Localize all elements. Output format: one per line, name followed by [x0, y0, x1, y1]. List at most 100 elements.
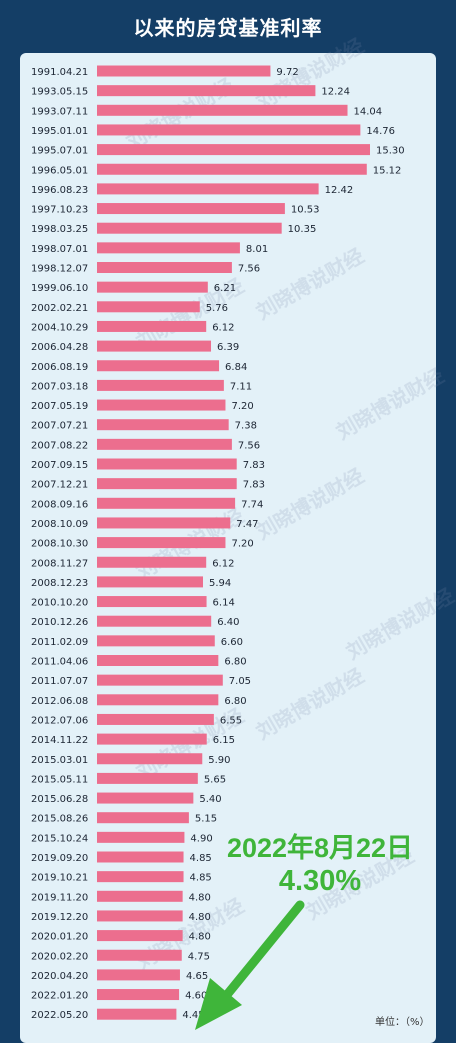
value-label: 7.20 — [231, 539, 253, 550]
category-label: 1993.05.15 — [31, 87, 88, 98]
category-label: 1996.05.01 — [31, 165, 88, 176]
value-label: 5.94 — [209, 578, 231, 589]
bar — [97, 655, 219, 666]
category-label: 2019.09.20 — [31, 853, 88, 864]
bar — [97, 910, 183, 922]
value-label: 6.15 — [213, 735, 235, 746]
bar — [97, 438, 232, 450]
arrow-shaft — [221, 900, 305, 1001]
value-label: 6.14 — [213, 598, 235, 609]
bar — [97, 419, 229, 431]
bar — [97, 497, 236, 509]
category-label: 1995.01.01 — [31, 126, 88, 137]
bar — [97, 930, 183, 942]
value-label: 5.65 — [204, 774, 226, 785]
value-label: 6.60 — [221, 637, 243, 648]
category-label: 1998.03.25 — [31, 224, 88, 235]
bar — [97, 242, 240, 254]
category-label: 2007.03.18 — [31, 381, 88, 392]
category-label: 2002.02.21 — [31, 303, 88, 314]
bar — [97, 674, 223, 686]
value-label: 6.39 — [217, 342, 239, 353]
bar — [97, 222, 282, 234]
value-label: 6.40 — [217, 617, 239, 628]
bar — [97, 360, 220, 372]
page-title: 以来的房贷基准利率 — [133, 16, 323, 40]
bar — [97, 458, 237, 470]
category-label: 2008.11.27 — [31, 558, 88, 569]
chart-panel — [20, 53, 436, 1043]
value-label: 6.12 — [212, 558, 234, 569]
value-label: 6.84 — [225, 362, 247, 373]
category-label: 2022.05.20 — [31, 1010, 88, 1021]
bar — [97, 399, 226, 411]
value-label: 15.12 — [373, 165, 402, 176]
value-label: 6.21 — [214, 283, 236, 294]
value-label: 7.11 — [230, 381, 252, 392]
category-label: 2015.10.24 — [31, 833, 88, 844]
bar — [97, 772, 198, 784]
category-label: 1999.06.10 — [31, 283, 88, 294]
value-label: 6.80 — [224, 657, 246, 668]
category-label: 2015.08.26 — [31, 814, 88, 825]
value-label: 7.20 — [231, 401, 253, 412]
category-label: 2019.10.21 — [31, 873, 88, 884]
category-label: 2006.08.19 — [31, 362, 88, 373]
category-label: 2012.07.06 — [31, 715, 88, 726]
category-label: 2007.12.21 — [31, 480, 88, 491]
value-label: 7.83 — [243, 460, 265, 471]
bar — [97, 596, 207, 608]
unit-label: 单位：（%） — [375, 1017, 430, 1028]
value-label: 7.05 — [229, 676, 251, 687]
value-label: 7.47 — [236, 519, 258, 530]
value-label: 14.04 — [354, 106, 383, 117]
category-label: 2008.12.23 — [31, 578, 88, 589]
category-label: 2007.08.22 — [31, 440, 88, 451]
category-label: 1998.07.01 — [31, 244, 88, 255]
bar — [97, 831, 185, 843]
bar — [97, 851, 184, 863]
value-label: 4.80 — [189, 892, 211, 903]
value-label: 4.90 — [190, 833, 212, 844]
bar — [97, 871, 184, 883]
bar — [97, 753, 203, 765]
category-label: 2011.04.06 — [31, 657, 88, 668]
bar — [97, 301, 200, 313]
bar — [97, 635, 215, 647]
value-label: 6.12 — [212, 322, 234, 333]
value-label: 10.35 — [288, 224, 317, 235]
category-label: 2011.02.09 — [31, 637, 88, 648]
value-label: 7.83 — [243, 480, 265, 491]
category-label: 2007.07.21 — [31, 421, 88, 432]
category-label: 2006.04.28 — [31, 342, 88, 353]
category-label: 2011.07.07 — [31, 676, 88, 687]
value-label: 14.76 — [366, 126, 395, 137]
category-label: 2014.11.22 — [31, 735, 88, 746]
bar — [97, 262, 232, 273]
bar — [97, 812, 189, 824]
value-label: 7.56 — [238, 440, 260, 451]
value-label: 12.24 — [321, 87, 350, 98]
value-label: 7.56 — [238, 264, 260, 275]
bar — [97, 124, 361, 136]
category-label: 2020.01.20 — [31, 932, 88, 943]
value-label: 5.90 — [208, 755, 230, 766]
value-label: 10.53 — [291, 205, 320, 216]
category-label: 2015.05.11 — [31, 774, 88, 785]
category-label: 2012.06.08 — [31, 696, 88, 707]
bar — [97, 183, 319, 195]
bar — [97, 733, 207, 745]
value-label: 4.75 — [188, 951, 210, 962]
bar — [97, 104, 348, 116]
value-label: 6.55 — [220, 715, 242, 726]
bar — [97, 144, 370, 156]
category-label: 2004.10.29 — [31, 322, 88, 333]
bar — [97, 203, 285, 215]
value-label: 9.72 — [276, 67, 298, 78]
callout-date: 2022年8月22日 — [226, 833, 414, 863]
value-label: 8.01 — [246, 244, 268, 255]
bar — [97, 281, 208, 293]
bar — [97, 615, 212, 627]
category-label: 1993.07.11 — [31, 106, 88, 117]
